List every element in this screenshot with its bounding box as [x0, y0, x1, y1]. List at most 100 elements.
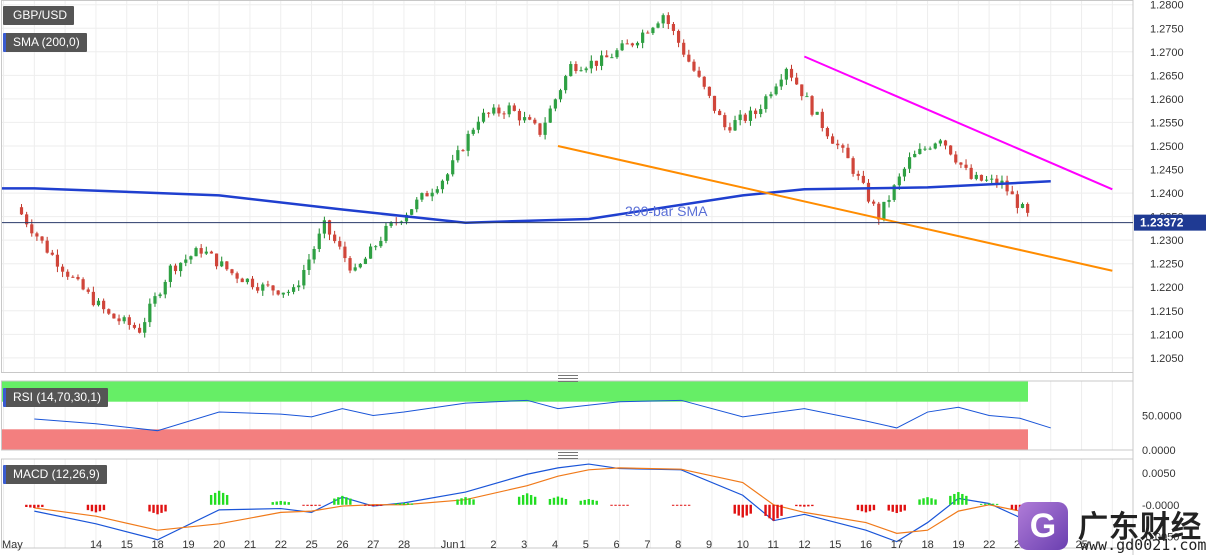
macd-histogram-bar [903, 504, 906, 511]
candle-body [425, 193, 429, 197]
macd-histogram-bar [595, 500, 598, 505]
candle-body [420, 193, 424, 200]
macd-histogram-bar [41, 504, 44, 507]
candle-body [774, 86, 778, 95]
watermark-url: www.gd0021.com [1080, 536, 1207, 554]
candle-body [66, 271, 70, 277]
candle-body [928, 148, 932, 150]
macd-histogram-bar [934, 499, 937, 505]
candle-body [902, 168, 907, 177]
x-tick-label: 25 [306, 539, 318, 551]
macd-histogram-bar [733, 504, 736, 514]
rsi-panel: 50.0000 0.0000 [1, 380, 1182, 457]
macd-histogram-bar [622, 504, 625, 506]
symbol-label: GBP/USD [3, 6, 75, 25]
price-tick-label: 1.2400 [1150, 188, 1184, 200]
macd-histogram-bar [776, 504, 779, 519]
macd-histogram-bar [899, 504, 902, 512]
macd-histogram-bar [587, 499, 590, 505]
macd-histogram-bar [671, 504, 675, 506]
candle-body [430, 192, 434, 197]
macd-histogram-bar [749, 504, 752, 514]
candle-body [564, 76, 568, 91]
candle-body [179, 262, 183, 272]
price-tick-label: 1.2250 [1150, 259, 1184, 271]
candle-body [872, 201, 876, 204]
x-tick-label: 7 [644, 539, 650, 551]
candle-body [137, 327, 142, 333]
macd-panel: 0.0050 -0.0000 -0.0050 [1, 458, 1179, 549]
macd-histogram-bar [764, 504, 767, 516]
candle-body [594, 60, 599, 66]
x-tick-label: 25 [1076, 539, 1088, 551]
macd-histogram-bar [737, 504, 740, 516]
candle-body [358, 263, 362, 268]
candle-body [384, 225, 388, 241]
candle-body [333, 234, 337, 242]
x-tick-label: 4 [552, 539, 558, 551]
candle-body [743, 114, 747, 121]
candle-body [225, 261, 229, 270]
candle-body [302, 269, 306, 286]
candle-body [327, 220, 332, 235]
candle-body [892, 185, 896, 200]
macd-histogram-bar [472, 499, 475, 505]
sma-legend[interactable]: SMA (200,0) [3, 33, 87, 52]
x-tick-label: 20 [213, 539, 225, 551]
macd-histogram-bar [306, 504, 309, 506]
macd-legend[interactable]: MACD (12,26,9) [3, 465, 107, 484]
macd-histogram-bar [283, 501, 286, 505]
macd-histogram-bar [402, 502, 406, 505]
macd-histogram-bar [772, 504, 775, 521]
panel-resize-handle[interactable] [558, 452, 578, 459]
candle-body [286, 291, 291, 293]
panel-resize-handle[interactable] [558, 375, 578, 382]
last-price-label: 1.23372 [1140, 216, 1184, 230]
candle-body [748, 110, 753, 121]
candle-body [907, 157, 912, 169]
macd-histogram-bar [375, 504, 379, 506]
candle-body [271, 285, 275, 291]
price-tick-label: 1.2300 [1150, 235, 1184, 247]
candle-body [723, 115, 727, 128]
candle-body [933, 143, 937, 149]
candle-body [707, 86, 711, 96]
candle-body [502, 113, 506, 115]
candle-body [635, 42, 640, 46]
candle-body [641, 32, 645, 43]
candle-body [728, 127, 732, 131]
macd-histogram-bar [302, 504, 305, 506]
trendline-resistance [803, 55, 1113, 191]
candle-body [959, 162, 963, 165]
macd-histogram-bar [164, 504, 167, 512]
macd-histogram-bar [560, 497, 564, 505]
macd-histogram-bar [953, 493, 956, 505]
candle-body [230, 269, 234, 274]
macd-histogram-bar [891, 504, 894, 512]
rsi-legend[interactable]: RSI (14,70,30,1) [3, 388, 109, 407]
macd-histogram-bar [556, 496, 560, 505]
macd-histogram-bar [398, 503, 402, 505]
price-tick-label: 1.2600 [1150, 94, 1184, 106]
candle-body [569, 64, 573, 77]
candle-body [214, 253, 219, 267]
last-price-badge [1134, 214, 1206, 231]
candle-body [343, 246, 347, 259]
macd-histogram-bar [957, 492, 960, 505]
candle-body [671, 24, 676, 31]
macd-histogram-bar [918, 499, 921, 505]
x-axis: May 14 15 18 19 20 21 22 25 26 27 28 Jun 1 2 3 4 5 6 7 8 9 10 1… [2, 539, 1088, 551]
x-tick-label: 6 [614, 539, 620, 551]
macd-tick-label: -0.0000 [1142, 500, 1179, 512]
candle-body [687, 54, 691, 62]
macd-histogram-bar [803, 504, 806, 507]
macd-histogram-bar [314, 504, 317, 506]
candle-body [810, 96, 814, 115]
x-tick-label: 15 [121, 539, 133, 551]
price-tick-label: 1.2200 [1150, 282, 1184, 294]
watermark-logo-icon: G [1018, 502, 1068, 550]
price-tick-label: 1.2800 [1150, 0, 1184, 12]
candle-body [738, 114, 742, 121]
